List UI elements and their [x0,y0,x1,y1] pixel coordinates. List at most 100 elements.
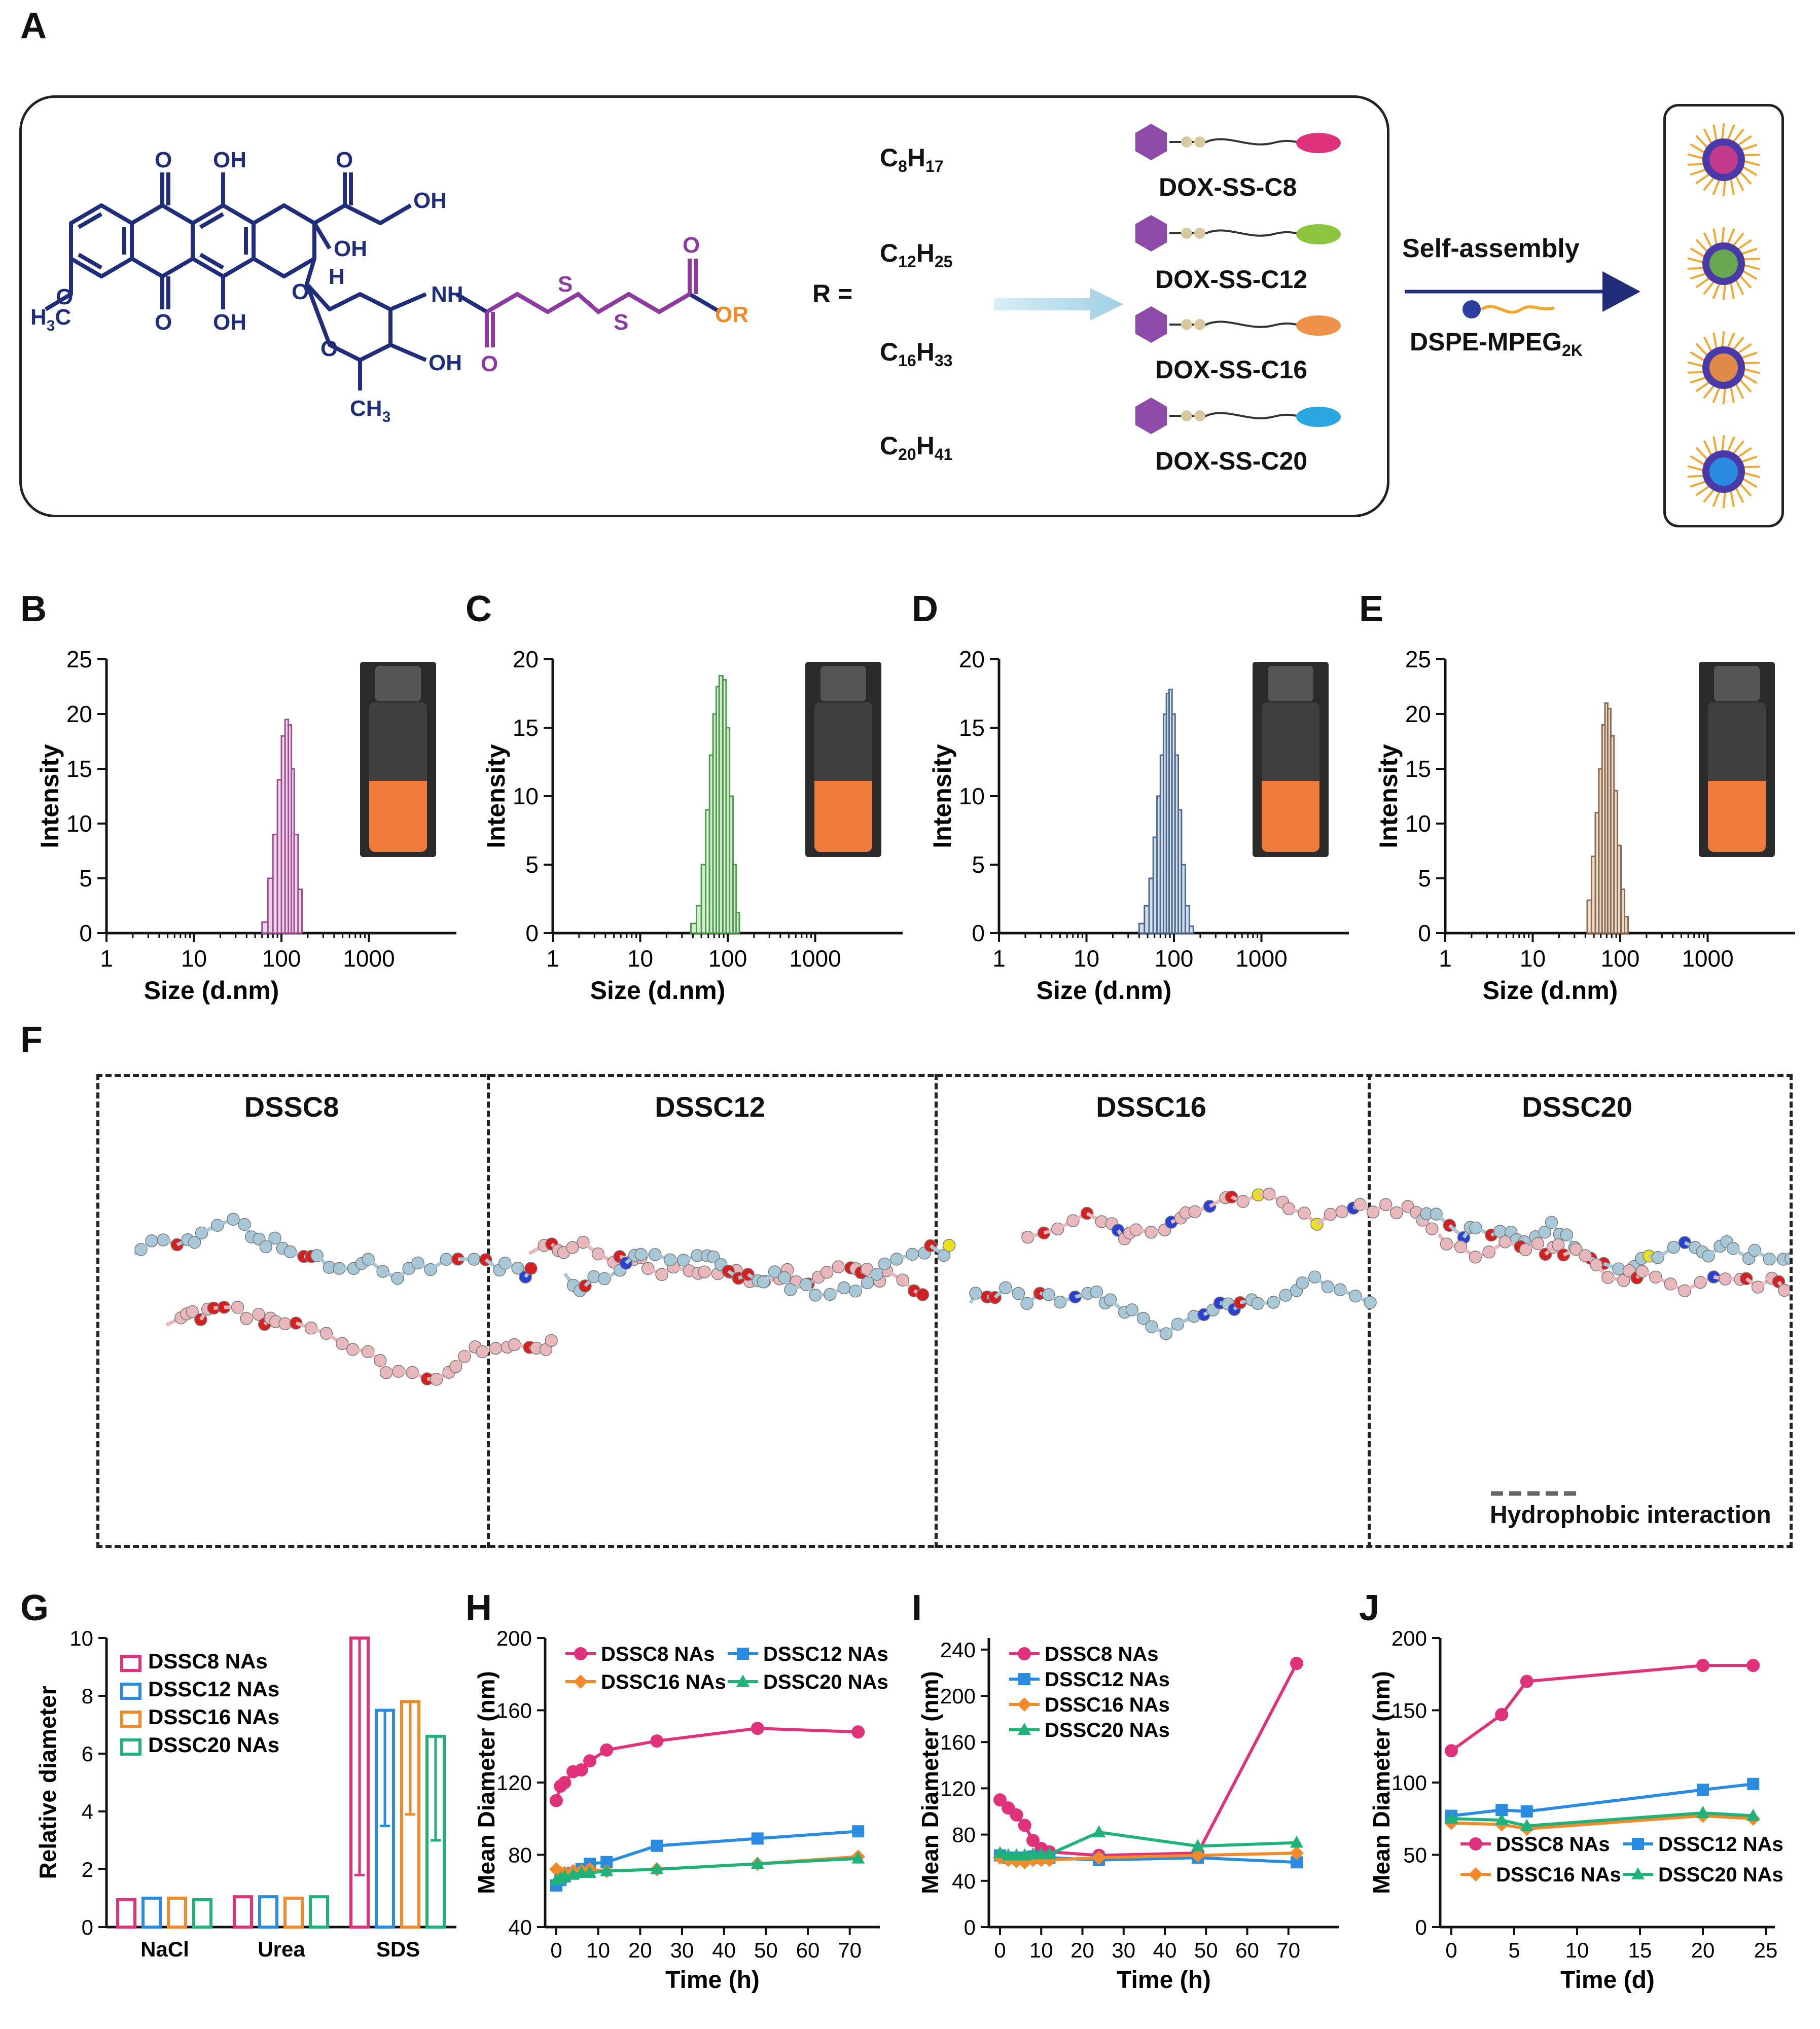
category-label: NaCl [140,1937,189,1961]
bar [116,1898,136,1929]
mol-o6: O [320,336,338,361]
mol-h3c-sub: 3 [47,317,55,334]
disulfide-bead [1181,228,1192,239]
dls-bar [1181,864,1186,934]
data-point [1026,1834,1040,1847]
dspe-label: DSPE-MPEG2K [1410,328,1583,360]
x-tick-label: 30 [670,1938,694,1962]
data-point [1697,1784,1709,1796]
y-tick-label: 0 [1415,1915,1427,1939]
prodrug-label-c12: DOX-SS-C12 [1155,265,1308,294]
dls-bar [293,834,299,934]
y-tick-label: 120 [940,1776,976,1800]
x-tick-label: 20 [1070,1938,1094,1962]
dls-chart-b: 0 5 10 15 20 25 1 10 100 1000 Size (d.nm) Intensity [35,646,456,1005]
legend-label: DSSC12 NAs [1045,1668,1170,1691]
x-axis-label: Time (d) [1560,1967,1655,1994]
series-line [998,1662,1298,1857]
panel-label-b: B [20,589,47,629]
dls-chart-e: 0 5 10 15 20 25 1 10 100 1000 Size (d.nm) Intensity [1374,646,1795,1005]
category-label: Urea [258,1937,305,1961]
atom [283,1245,297,1259]
prodrug-label-c20: DOX-SS-C20 [1155,447,1308,475]
data-point [993,1846,1007,1859]
bar [141,1897,162,1929]
data-point [1043,1847,1056,1860]
y-tick-label: 25 [66,646,92,672]
legend-label: DSSC12 NAs [1658,1833,1783,1856]
x-tick-label: 100 [708,945,747,972]
r-group-c20: C20H41 [880,432,953,464]
docking-divider-3 [1368,1074,1371,1548]
data-point [1495,1813,1509,1826]
atom [195,1226,208,1240]
x-tick-label: 50 [754,1938,778,1962]
panel-label-g: G [20,1588,49,1628]
y-tick-label: 15 [66,756,92,782]
legend-label: DSSC20 NAs [1658,1864,1783,1886]
legend-label: DSSC16 NAs [601,1671,726,1693]
data-point [1018,1673,1030,1685]
y-tick-label: 0 [972,920,985,946]
r-equals: R = [812,279,853,308]
mol-o7: O [481,351,498,376]
legend-label: DSSC16 NAs [148,1705,279,1729]
legend-swatch [120,1683,141,1700]
x-tick-label: 0 [550,1938,562,1962]
prodrug-label-c8: DOX-SS-C8 [1159,173,1297,201]
data-point [558,1776,572,1789]
data-point [1469,1837,1482,1850]
mol-o5: O [56,284,73,309]
y-tick-label: 15 [959,715,985,741]
x-tick-label: 20 [1691,1938,1715,1962]
y-axis-label: Relative diameter [34,1686,61,1879]
dls-bar [1138,922,1146,934]
vial-photo-c [805,662,881,857]
x-tick-label: 1000 [789,945,841,972]
data-point [737,1648,749,1660]
hydrophobic-legend-line [1491,1491,1580,1496]
x-axis-label: Size (d.nm) [1037,976,1172,1005]
y-tick-label: 40 [952,1869,976,1893]
data-point [993,1793,1007,1807]
data-point [1026,1847,1040,1860]
disulfide-bead [1194,228,1205,239]
docking-molecule-3 [969,1187,1439,1340]
y-tick-label: 20 [513,646,539,672]
x-tick-label: 25 [1754,1938,1778,1962]
y-tick-label: 0 [525,920,539,946]
x-tick-label: 1000 [343,945,395,972]
y-tick-label: 10 [959,783,985,809]
legend-label: DSSC8 NAs [148,1649,268,1673]
dls-bar [1188,925,1194,934]
y-tick-label: 0 [82,1915,93,1939]
mol-oh1: OH [213,148,246,172]
bar [283,1897,304,1929]
atom [677,1254,690,1267]
y-axis-label: Mean Diameter (nm) [1368,1671,1395,1894]
docking-title-dssc12: DSSC12 [655,1091,765,1123]
panel-label-c: C [466,589,492,629]
y-axis-label: Intensity [482,744,510,848]
series-line [1000,1830,1297,1857]
mol-o2: O [336,148,353,172]
nanoparticle-box [1663,104,1784,527]
y-tick-label: 160 [940,1730,976,1754]
atom [1664,1277,1677,1291]
y-tick-label: 8 [82,1684,93,1708]
data-point [1696,1659,1709,1672]
x-tick-label: 10 [627,945,653,972]
mol-s2: S [614,310,628,335]
atom [1469,1251,1482,1264]
y-tick-label: 5 [79,865,92,892]
disulfide-bead [1181,136,1192,148]
y-tick-label: 5 [1418,865,1431,892]
legend-label: DSSC8 NAs [1045,1643,1159,1665]
alkyl-tail-icon [1296,133,1341,153]
data-point [574,1675,588,1689]
docking-molecules [133,1187,1790,1386]
y-axis-label: Intensity [1374,744,1403,848]
mol-or: OR [715,302,748,327]
vial-photo-d [1253,662,1329,857]
data-point [1520,1819,1533,1831]
